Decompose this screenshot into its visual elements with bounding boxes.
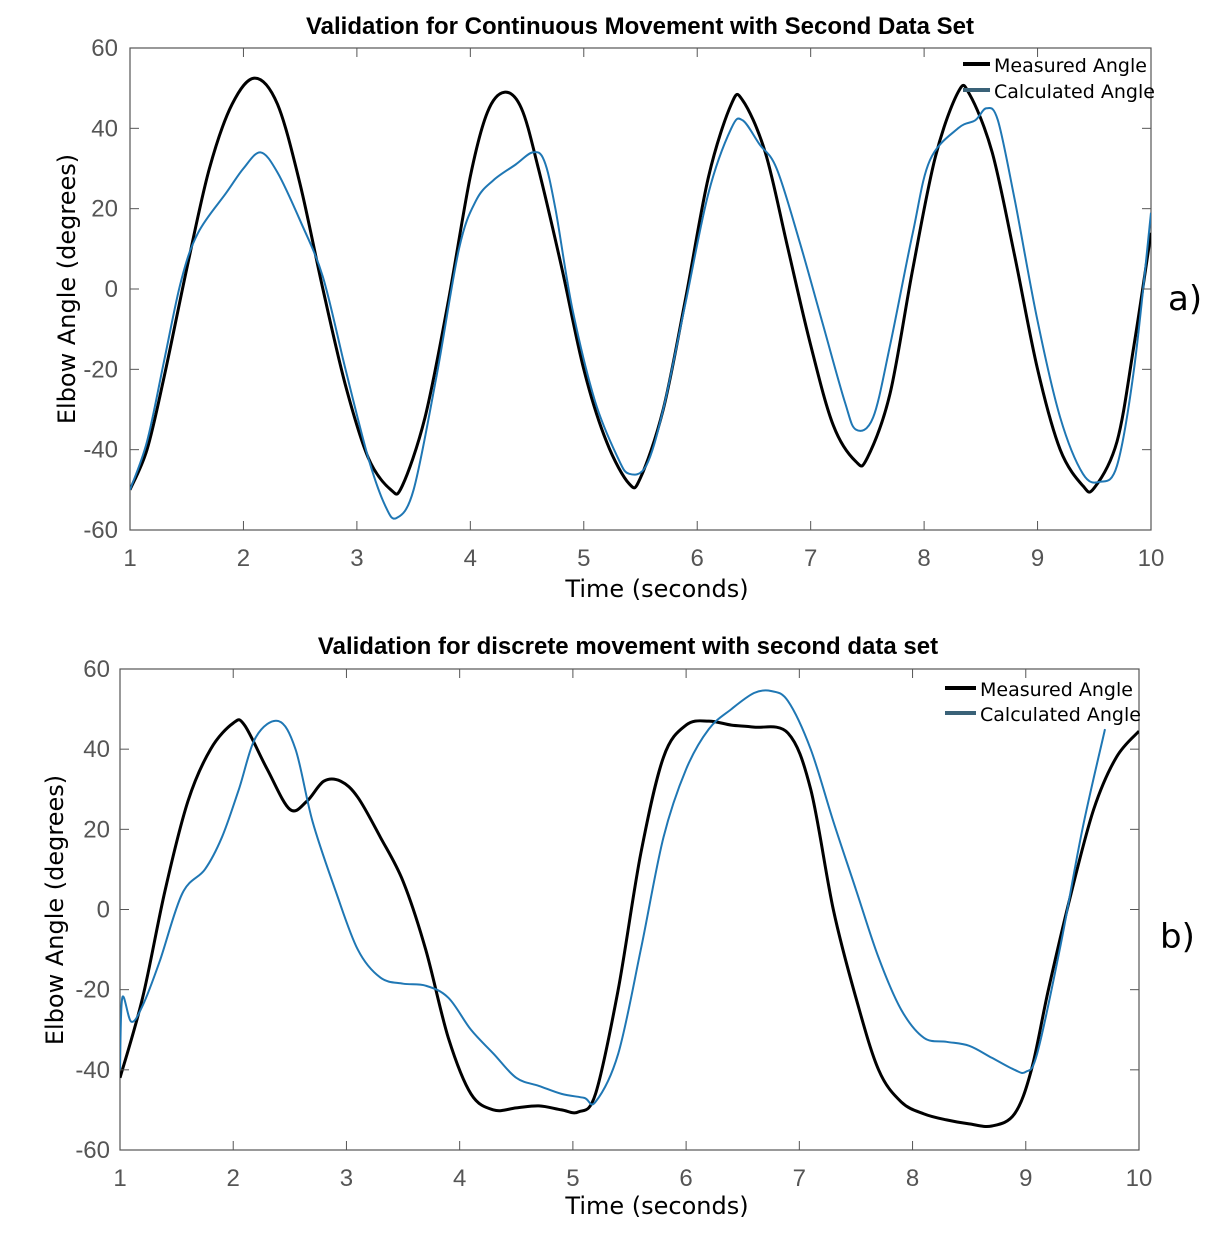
chart-b-ylabel: Elbow Angle (degrees) xyxy=(41,775,69,1045)
chart-a-xtick-label: 3 xyxy=(350,545,363,572)
chart-b-title: Validation for discrete movement with se… xyxy=(318,633,938,660)
chart-a-xtick-label: 10 xyxy=(1138,545,1165,572)
chart-a-panel-label: a) xyxy=(1168,279,1202,319)
chart-b-xtick-label: 8 xyxy=(906,1165,919,1192)
chart-a-ytick-label: -60 xyxy=(83,517,118,544)
chart-a-legend-measured: Measured Angle xyxy=(994,55,1147,77)
chart-b-ytick-label: -40 xyxy=(75,1057,110,1084)
chart-a-xtick-label: 8 xyxy=(917,545,930,572)
chart-a-xtick-label: 6 xyxy=(691,545,704,572)
chart-a-xlabel: Time (seconds) xyxy=(564,575,748,603)
chart-b-ytick-label: 60 xyxy=(83,656,110,683)
chart-a: Validation for Continuous Movement with … xyxy=(53,13,1202,603)
chart-a-legend: Measured Angle Calculated Angle xyxy=(963,55,1155,103)
chart-a-xtick-label: 4 xyxy=(464,545,477,572)
chart-a-title: Validation for Continuous Movement with … xyxy=(306,13,974,40)
chart-b: Validation for discrete movement with se… xyxy=(41,633,1195,1220)
chart-a-ylabel: Elbow Angle (degrees) xyxy=(53,154,81,424)
chart-b-panel-label: b) xyxy=(1160,917,1195,957)
chart-a-xtick-label: 1 xyxy=(123,545,136,572)
chart-b-legend-measured: Measured Angle xyxy=(980,679,1133,701)
chart-b-ytick-label: 20 xyxy=(83,816,110,843)
chart-b-xtick-label: 9 xyxy=(1019,1165,1032,1192)
chart-b-xtick-label: 5 xyxy=(566,1165,579,1192)
chart-b-plot-frame xyxy=(119,668,1140,1151)
chart-b-legend: Measured Angle Calculated Angle xyxy=(945,679,1141,726)
chart-a-ytick-label: 60 xyxy=(91,35,118,62)
chart-b-xtick-label: 6 xyxy=(679,1165,692,1192)
chart-b-xtick-label: 4 xyxy=(453,1165,466,1192)
chart-b-legend-calculated: Calculated Angle xyxy=(980,704,1141,726)
chart-b-xtick-label: 3 xyxy=(340,1165,353,1192)
chart-a-series-calculated-line xyxy=(130,107,1151,520)
chart-b-ytick-label: -20 xyxy=(75,977,110,1004)
chart-a-ytick-label: -40 xyxy=(83,437,118,464)
chart-b-ytick-label: 40 xyxy=(83,736,110,763)
chart-a-xtick-label: 7 xyxy=(804,545,817,572)
chart-b-xtick-label: 1 xyxy=(113,1165,126,1192)
chart-a-xtick-label: 2 xyxy=(237,545,250,572)
chart-b-ytick-label: 0 xyxy=(97,897,110,924)
chart-a-ytick-label: 40 xyxy=(91,115,118,142)
chart-a-legend-calculated: Calculated Angle xyxy=(994,81,1155,103)
chart-b-ytick-label: -60 xyxy=(75,1137,110,1164)
chart-b-xtick-label: 10 xyxy=(1126,1165,1153,1192)
chart-a-xtick-label: 9 xyxy=(1031,545,1044,572)
chart-b-xlabel: Time (seconds) xyxy=(564,1192,748,1220)
chart-b-xtick-label: 7 xyxy=(793,1165,806,1192)
chart-a-ytick-label: 20 xyxy=(91,196,118,223)
chart-a-xtick-label: 5 xyxy=(577,545,590,572)
chart-b-series-measured-line xyxy=(120,718,1139,1128)
chart-a-ytick-label: 0 xyxy=(105,276,118,303)
chart-b-series-calculated-line xyxy=(120,689,1106,1106)
chart-a-ytick-label: -20 xyxy=(83,356,118,383)
chart-a-series-measured-line xyxy=(130,76,1151,496)
chart-b-xtick-label: 2 xyxy=(227,1165,240,1192)
